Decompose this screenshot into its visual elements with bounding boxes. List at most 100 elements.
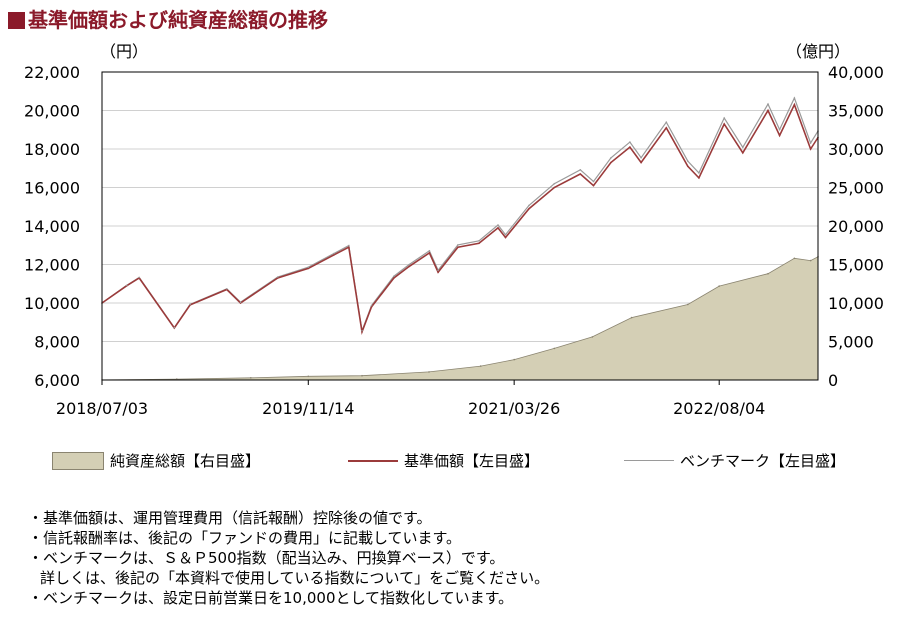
aum-point (767, 272, 769, 275)
nav-point (497, 227, 499, 229)
aum-point (793, 257, 796, 260)
aum-point (361, 374, 363, 377)
x-tick-label: 2019/11/14 (262, 399, 354, 418)
left-tick-label: 14,000 (24, 217, 80, 236)
nav-point (408, 265, 411, 268)
footnote: ・ベンチマークは、Ｓ＆Ｐ500指数（配当込み、円換算ベース）です。 (28, 549, 505, 567)
benchmark-point (504, 233, 507, 236)
footnote: ・ベンチマークは、設定日前営業日を10,000として指数化しています。 (28, 589, 514, 607)
benchmark-point (629, 141, 631, 143)
benchmark-point (437, 269, 439, 272)
benchmark-point (276, 276, 279, 278)
left-tick-label: 22,000 (24, 63, 80, 82)
benchmark-point (767, 103, 769, 105)
right-tick-label: 0 (828, 371, 838, 390)
benchmark-point (793, 97, 796, 99)
aum-point (591, 336, 594, 338)
left-tick-label: 18,000 (24, 140, 80, 159)
benchmark-point (698, 172, 700, 174)
right-tick-label: 30,000 (828, 140, 884, 159)
benchmark-point (393, 275, 395, 278)
plot-border (101, 71, 819, 381)
aum-point (687, 303, 689, 306)
aum-point (809, 259, 812, 262)
nav-point (698, 177, 700, 179)
title-square-icon (8, 12, 25, 29)
legend-label-aum: 純資産総額【右目盛】 (110, 452, 261, 470)
nav-point (457, 246, 459, 248)
benchmark-point (742, 146, 744, 149)
benchmark-point (457, 244, 459, 246)
benchmark-point (528, 204, 530, 207)
nav-point (370, 306, 373, 308)
benchmark-point (610, 157, 612, 159)
nav-point (553, 186, 556, 189)
aum-point (553, 347, 556, 350)
left-tick-label: 6,000 (34, 371, 80, 390)
benchmark-point (579, 169, 582, 171)
benchmark-point (189, 303, 191, 306)
benchmark-point (640, 156, 642, 159)
benchmark-point (333, 252, 335, 255)
aum-point (307, 375, 310, 378)
nav-point (742, 152, 744, 154)
legend-item-bench: ベンチマーク【左目盛】 (624, 450, 845, 471)
nav-point (528, 207, 530, 210)
right-tick-label: 25,000 (828, 179, 884, 198)
benchmark-point (370, 304, 373, 307)
nav-point (361, 331, 363, 333)
nav-point (579, 173, 582, 175)
aum-point (718, 285, 720, 287)
benchmark-point (138, 276, 140, 279)
legend-item-aum: 純資産総額【右目盛】 (52, 450, 260, 471)
aum-point (428, 371, 430, 373)
nav-point (348, 246, 350, 248)
benchmark-point (226, 288, 228, 290)
nav-point (640, 161, 642, 164)
legend-label-bench: ベンチマーク【左目盛】 (680, 452, 846, 470)
nav-point (629, 146, 631, 148)
benchmark-point (687, 160, 689, 162)
footnote: ・信託報酬率は、後記の「ファンドの費用」に記載しています。 (28, 529, 462, 547)
benchmark-point (173, 326, 176, 329)
benchmark-point (239, 301, 242, 304)
benchmark-point (307, 266, 310, 269)
x-tick-label: 2018/07/03 (56, 399, 148, 418)
footnote: 詳しくは、後記の「本資料で使用している指数について」をご覧ください。 (40, 569, 550, 587)
legend-swatch-nav (348, 459, 398, 462)
nav-point (610, 161, 612, 164)
nav-point (437, 271, 439, 274)
nav-point (665, 127, 668, 129)
series-area-aum (101, 256, 819, 381)
x-tick-label: 2021/03/26 (468, 399, 560, 418)
series-line-nav (101, 102, 819, 336)
chart-svg: 6,000 0 8,000 5,000 10,000 10,000 12,000 15,000… (24, 63, 884, 418)
nav-point (393, 277, 395, 279)
chart-title: 基準価額および純資産総額の推移 (8, 4, 328, 33)
left-tick-label: 20,000 (24, 102, 80, 121)
nav-point (793, 103, 796, 106)
nav-point (687, 165, 689, 168)
benchmark-point (361, 329, 363, 332)
aum-point (250, 377, 252, 379)
left-tick-label: 12,000 (24, 256, 80, 275)
nav-point (767, 109, 769, 112)
legend-swatch-bench (624, 460, 674, 461)
right-tick-label: 35,000 (828, 102, 884, 121)
legend-swatch-aum (52, 451, 104, 470)
right-tick-label: 10,000 (828, 294, 884, 313)
nav-point (504, 236, 507, 239)
benchmark-point (723, 117, 725, 119)
left-axis-unit: （円） (100, 42, 149, 61)
nav-point (809, 148, 812, 150)
x-tick-label: 2022/08/04 (673, 399, 765, 418)
benchmark-point (478, 240, 480, 242)
chart-title-text: 基準価額および純資産総額の推移 (28, 8, 328, 32)
benchmark-point (809, 142, 812, 144)
nav-point (478, 242, 480, 245)
right-tick-label: 40,000 (828, 63, 884, 82)
benchmark-point (497, 224, 499, 226)
aum-point (479, 365, 482, 367)
benchmark-point (126, 284, 128, 287)
benchmark-point (665, 121, 668, 123)
